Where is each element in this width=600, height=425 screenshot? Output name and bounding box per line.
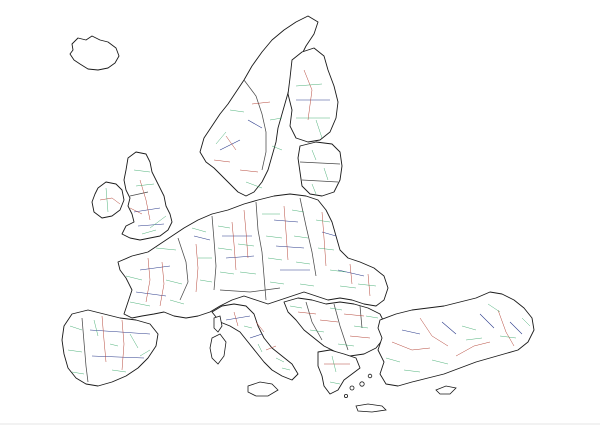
ireland	[91, 181, 125, 219]
corsica	[213, 315, 223, 333]
sardinia	[209, 333, 227, 365]
sicily	[247, 381, 279, 397]
scandinavia	[199, 15, 319, 197]
finland	[287, 47, 339, 143]
italy	[211, 303, 299, 381]
cyprus	[435, 385, 457, 395]
continental-europe	[117, 193, 389, 319]
iceland	[69, 35, 120, 71]
crete	[355, 403, 387, 413]
balkans	[283, 297, 387, 357]
great-britain	[121, 151, 173, 241]
baltics	[297, 141, 343, 197]
turkey	[377, 291, 535, 387]
iberia	[61, 309, 159, 387]
greece	[317, 349, 373, 398]
